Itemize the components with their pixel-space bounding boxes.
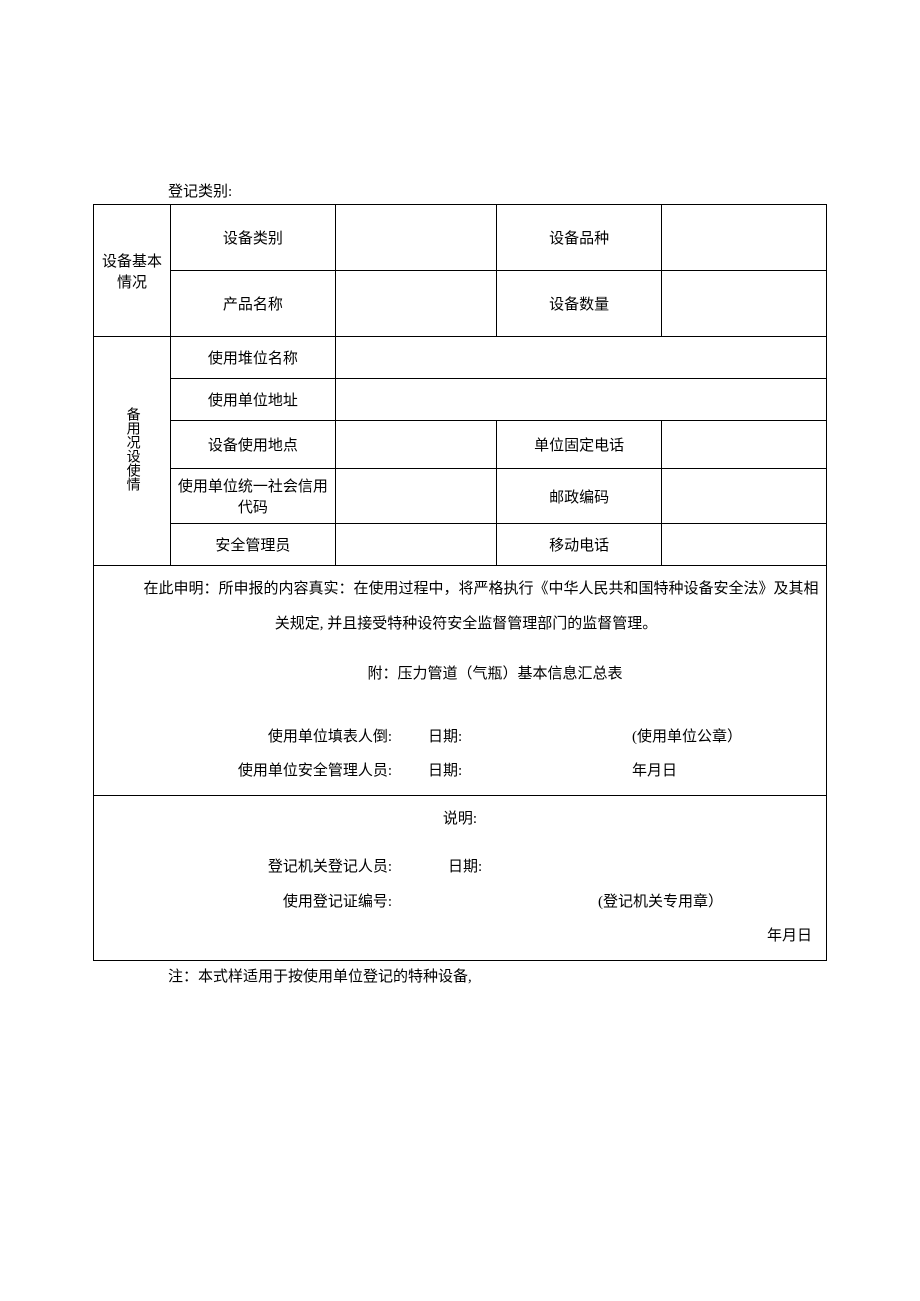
safety-person-label: 使用单位安全管理人员: [98,754,398,789]
category-label: 登记类别: [168,180,827,201]
value-device-variety [662,205,827,271]
section-usage-title-text: 备用况设使情 [124,407,139,491]
section-basic-title-text: 设备基本情况 [102,254,162,291]
unit-ymd: 年月日 [588,754,822,789]
label-safety-admin: 安全管理员 [170,524,335,566]
cert-no-label: 使用登记证编号: [98,885,398,920]
label-use-location: 设备使用地点 [170,421,335,469]
value-postcode [662,469,827,524]
label-credit-code: 使用单位统一社会信用代码 [170,469,335,524]
value-credit-code [335,469,496,524]
value-device-qty [662,271,827,337]
section-basic-title: 设备基本情况 [94,205,171,337]
filler-date-label: 日期: [398,720,588,755]
value-fixed-phone [662,421,827,469]
registration-form-table: 设备基本情况 设备类别 设备品种 产品名称 设备数量 备用况设使情 使用堆位名称… [93,204,827,961]
label-fixed-phone: 单位固定电话 [497,421,662,469]
unit-seal-label: (使用单位公章） [588,720,822,755]
value-safety-admin [335,524,496,566]
filler-label: 使用单位填表人倒: [98,720,398,755]
value-device-category [335,205,496,271]
label-device-variety: 设备品种 [497,205,662,271]
value-unit-address [335,379,826,421]
label-unit-address: 使用单位地址 [170,379,335,421]
declaration-text: 在此申明：所申报的内容真实：在使用过程中，将严格执行《中华人民共和国特种设备安全… [98,572,822,641]
section-usage-title: 备用况设使情 [94,337,171,566]
reg-person-label: 登记机关登记人员: [98,850,398,885]
declaration-attachment: 附：压力管道（气瓶）基本信息汇总表 [98,657,822,692]
value-mobile [662,524,827,566]
label-device-category: 设备类别 [170,205,335,271]
reg-ymd: 年月日 [588,919,822,954]
value-product-name [335,271,496,337]
explanation-head: 说明: [98,802,822,837]
footnote: 注：本式样适用于按使用单位登记的特种设备, [168,965,827,986]
value-use-location [335,421,496,469]
label-product-name: 产品名称 [170,271,335,337]
reg-date-label: 日期: [398,850,588,885]
declaration-cell: 在此申明：所申报的内容真实：在使用过程中，将严格执行《中华人民共和国特种设备安全… [94,566,827,796]
label-mobile: 移动电话 [497,524,662,566]
label-unit-name: 使用堆位名称 [170,337,335,379]
reg-seal-label: (登记机关专用章） [588,885,822,920]
explanation-cell: 说明: 登记机关登记人员: 日期: 使用登记证编号: (登记机关专用章） [94,795,827,960]
safety-date-label: 日期: [398,754,588,789]
value-unit-name [335,337,826,379]
label-device-qty: 设备数量 [497,271,662,337]
label-postcode: 邮政编码 [497,469,662,524]
